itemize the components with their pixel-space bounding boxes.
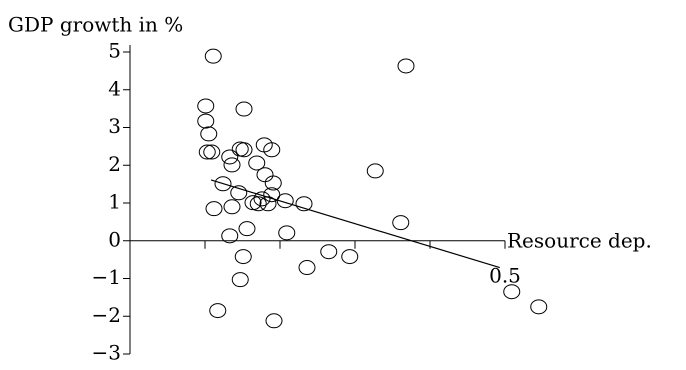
point [205,201,223,217]
point [200,126,218,142]
point [230,185,248,201]
y-tick-label: 0 [108,227,121,251]
point [256,167,274,183]
y-tick-label: 4 [108,76,121,100]
y-tick-label: −3 [92,341,121,365]
point [235,142,253,158]
x-axis-label: Resource dep. [507,229,652,253]
point [265,313,283,329]
point [235,101,253,117]
point [231,272,249,288]
point [204,48,222,64]
point [392,215,410,231]
y-tick-label: 2 [108,152,121,176]
chart-title: GDP growth in % [8,13,183,37]
point [238,221,256,237]
point [366,163,384,179]
point [197,113,215,129]
y-tick-label: 3 [108,114,121,138]
y-tick-label: 1 [108,190,121,214]
point [209,303,227,319]
point [341,249,359,265]
point [197,98,215,114]
y-tick-label: −2 [92,303,121,327]
point [263,142,281,158]
point [263,187,281,203]
point [530,299,548,315]
point [253,191,271,207]
y-tick-label: −1 [92,265,121,289]
point [198,144,216,160]
point [278,225,296,241]
point [298,260,316,276]
trend-line [210,179,500,269]
point [223,199,241,215]
point [249,196,267,212]
point [221,149,239,165]
point [234,249,252,265]
point [221,228,239,244]
point [295,196,313,212]
point [264,175,282,191]
point [203,144,221,160]
point [248,155,266,171]
point [503,284,521,300]
x-tick-label: 0.5 [489,263,521,287]
point [397,58,415,74]
point [244,195,262,211]
point [223,157,241,173]
point [276,193,294,209]
y-tick-label: 5 [108,39,121,63]
point [214,176,232,192]
point [320,244,338,260]
